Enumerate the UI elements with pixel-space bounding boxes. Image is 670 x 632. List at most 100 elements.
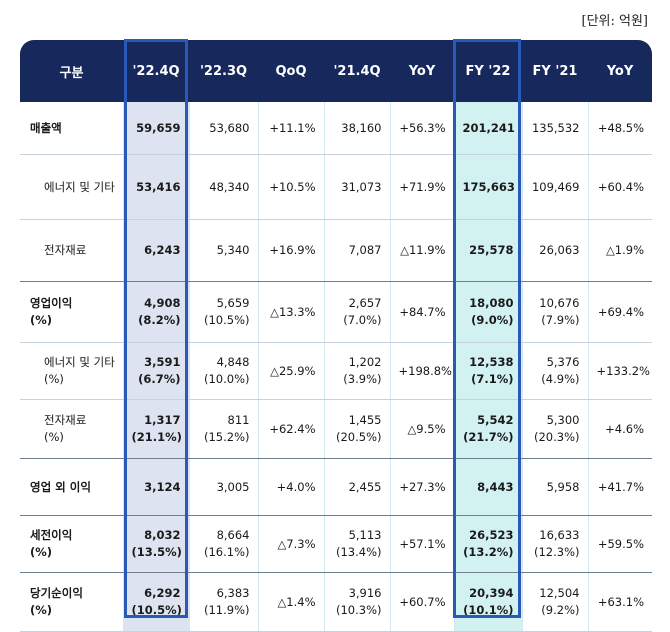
cell-line: +60.7% (399, 594, 446, 609)
table-cell: △11.9% (390, 219, 455, 282)
cell-line: 8,032 (144, 528, 181, 542)
cell-line: (11.9%) (203, 603, 250, 617)
table-cell: 3,005 (189, 458, 259, 516)
table-cell: 2,455 (324, 458, 391, 516)
cell-line: 2,455 (348, 479, 382, 494)
table-cell: 26,063 (522, 219, 589, 282)
table-cell: +41.7% (588, 458, 652, 516)
cell-line: 53,416 (136, 179, 181, 194)
cell-line: 5,542 (477, 413, 514, 427)
financial-table: 구분 '22.4Q '22.3Q QoQ '21.4Q YoY FY '22 F… (20, 40, 652, 632)
table-cell: 31,073 (324, 154, 391, 220)
row-label: 에너지 및 기타 (20, 154, 124, 220)
cell-line: +57.1% (399, 536, 446, 551)
cell-line: 25,578 (469, 243, 514, 257)
cell-line: (6.7%) (138, 372, 181, 386)
table-row: 세전이익 (%) 8,032 (13.5%) 8,664 (16.1%) △7.3% 5,11… (20, 515, 652, 573)
table-row: 에너지 및 기타 53,416 48,340 +10.5% 31,073 +71.9% 17… (20, 154, 652, 220)
row-label: 세전이익 (%) (20, 515, 124, 573)
table-cell: 3,591 (6.7%) (123, 342, 190, 400)
table-cell: +48.5% (588, 102, 652, 155)
table-cell: 12,538 (7.1%) (454, 342, 523, 400)
header-21-4q: '21.4Q (324, 40, 390, 102)
table-cell: △13.3% (258, 281, 325, 343)
cell-line: 5,113 (348, 528, 382, 542)
cell-line: (10.3%) (335, 603, 382, 617)
table-cell: 5,542 (21.7%) (454, 399, 523, 459)
table-row: 영업이익 (%) 4,908 (8.2%) 5,659 (10.5%) △13.3% 2,65… (20, 281, 652, 343)
row-label-line: 매출액 (30, 120, 62, 135)
table-cell: 5,659 (10.5%) (189, 281, 259, 343)
row-label: 영업 외 이익 (20, 458, 124, 516)
cell-line: (13.4%) (335, 545, 382, 559)
row-label: 매출액 (20, 102, 124, 155)
cell-line: 26,523 (469, 528, 514, 542)
cell-line: 8,664 (216, 528, 250, 542)
table-cell: △1.4% (258, 572, 325, 632)
cell-line: 6,243 (144, 243, 181, 257)
header-yoy-annual: YoY (588, 40, 652, 102)
table-cell: 4,848 (10.0%) (189, 342, 259, 400)
cell-line: +41.7% (597, 479, 644, 494)
table-cell: +69.4% (588, 281, 652, 343)
table-cell: 25,578 (454, 219, 523, 282)
cell-line: (4.9%) (541, 372, 580, 386)
cell-line: 4,908 (144, 296, 181, 310)
cell-line: +198.8% (398, 363, 453, 378)
cell-line: +10.5% (269, 179, 316, 194)
table-cell: 109,469 (522, 154, 589, 220)
cell-line: (7.9%) (541, 313, 580, 327)
table-cell: 59,659 (123, 102, 190, 155)
table-cell: +59.5% (588, 515, 652, 573)
table-cell: 5,300 (20.3%) (522, 399, 589, 459)
table-cell: 1,455 (20.5%) (324, 399, 391, 459)
row-label: 전자재료 (%) (20, 399, 124, 459)
table-cell: +4.6% (588, 399, 652, 459)
cell-line: +71.9% (399, 179, 446, 194)
table-cell: 201,241 (454, 102, 523, 155)
header-yoy-quarter: YoY (390, 40, 454, 102)
table-cell: 7,087 (324, 219, 391, 282)
table-cell: +198.8% (390, 342, 455, 400)
table-row: 매출액 59,659 53,680 +11.1% 38,160 +56.3% 201,241… (20, 102, 652, 155)
table-cell: 6,292 (10.5%) (123, 572, 190, 632)
table-cell: +27.3% (390, 458, 455, 516)
cell-line: +27.3% (399, 479, 446, 494)
cell-line: (9.2%) (541, 603, 580, 617)
table-cell: +63.1% (588, 572, 652, 632)
cell-line: 6,383 (216, 586, 250, 600)
cell-line: 811 (227, 413, 250, 427)
table-body: 매출액 59,659 53,680 +11.1% 38,160 +56.3% 201,241… (20, 102, 652, 632)
table-cell: 5,958 (522, 458, 589, 516)
cell-line: △11.9% (400, 243, 446, 257)
cell-line: +4.6% (605, 421, 644, 436)
table-row: 영업 외 이익 3,124 3,005 +4.0% 2,455 +27.3% 8,443 5,… (20, 458, 652, 516)
table-cell: +57.1% (390, 515, 455, 573)
cell-line: (12.3%) (533, 545, 580, 559)
row-label-line: 전자재료 (44, 413, 87, 427)
cell-line: 3,124 (144, 479, 181, 494)
cell-line: 175,663 (462, 179, 515, 194)
cell-line: +133.2% (596, 363, 651, 378)
cell-line: 12,538 (469, 355, 514, 369)
cell-line: +11.1% (269, 120, 316, 135)
table-cell: +84.7% (390, 281, 455, 343)
cell-line: (8.2%) (138, 313, 181, 327)
cell-line: +62.4% (269, 421, 316, 436)
row-label-line: (%) (44, 430, 64, 444)
table-cell: 38,160 (324, 102, 391, 155)
row-label: 에너지 및 기타 (%) (20, 342, 124, 400)
table-row: 에너지 및 기타 (%) 3,591 (6.7%) 4,848 (10.0%) △25.9%… (20, 342, 652, 400)
row-label-line: 에너지 및 기타 (44, 179, 115, 194)
table-cell: 53,416 (123, 154, 190, 220)
cell-line: +59.5% (597, 536, 644, 551)
cell-line: 135,532 (531, 120, 580, 135)
cell-line: 26,063 (539, 243, 580, 257)
cell-line: △1.9% (605, 243, 644, 257)
table-cell: 3,124 (123, 458, 190, 516)
cell-line: 2,657 (348, 296, 382, 310)
financial-table-container: 구분 '22.4Q '22.3Q QoQ '21.4Q YoY FY '22 F… (20, 40, 652, 632)
cell-line: 10,676 (539, 296, 580, 310)
unit-label: [단위: 억원] (581, 14, 649, 29)
cell-line: (10.0%) (203, 372, 250, 386)
